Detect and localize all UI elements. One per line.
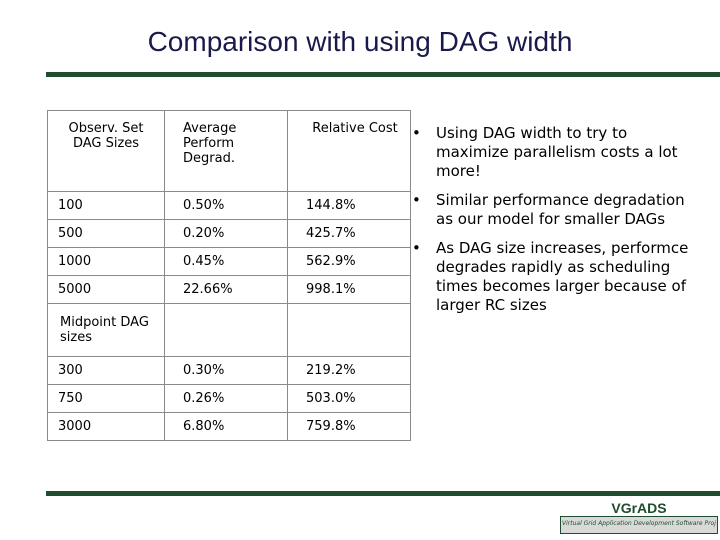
cell-degrad: 22.66%: [164, 275, 288, 304]
cell-dag-size: 750: [47, 384, 165, 413]
cell-degrad: 0.50%: [164, 191, 288, 220]
cell-degrad: 0.30%: [164, 356, 288, 385]
vgrads-logo: VGrADS Virtual Grid Application Developm…: [560, 498, 718, 536]
cell-cost: 425.7%: [287, 219, 411, 248]
cell-cost: 144.8%: [287, 191, 411, 220]
slide-title: Comparison with using DAG width: [147, 26, 573, 57]
table-row: 5000 22.66% 998.1%: [47, 275, 411, 304]
bullet-dot: •: [412, 124, 421, 142]
bullet-text: As DAG size increases, performce degrade…: [436, 239, 689, 314]
bullet-item: • Using DAG width to try to maximize par…: [408, 124, 698, 181]
bullet-text: Using DAG width to try to maximize paral…: [436, 124, 678, 180]
table-row: 3000 6.80% 759.8%: [47, 412, 411, 441]
comparison-table: Observ. Set DAG Sizes Average Perform De…: [47, 110, 411, 441]
table-row: 500 0.20% 425.7%: [47, 219, 411, 248]
header-perform-degrad: Average Perform Degrad.: [164, 110, 288, 192]
top-rule: [46, 72, 720, 77]
bullet-item: • As DAG size increases, performce degra…: [408, 239, 698, 315]
cell-degrad: 0.26%: [164, 384, 288, 413]
bullet-item: • Similar performance degradation as our…: [408, 191, 698, 229]
bullet-list: • Using DAG width to try to maximize par…: [408, 124, 698, 325]
bullet-dot: •: [412, 239, 421, 257]
bullet-dot: •: [412, 191, 421, 209]
header-dag-sizes: Observ. Set DAG Sizes: [47, 110, 165, 192]
midpoint-label: Midpoint DAG sizes: [47, 303, 165, 357]
empty-cell: [287, 303, 411, 357]
cell-cost: 759.8%: [287, 412, 411, 441]
logo-wordmark: VGrADS: [611, 500, 667, 516]
cell-cost: 562.9%: [287, 247, 411, 276]
cell-degrad: 0.45%: [164, 247, 288, 276]
bottom-rule: [46, 491, 720, 496]
cell-cost: 503.0%: [287, 384, 411, 413]
table-row: 300 0.30% 219.2%: [47, 356, 411, 385]
midpoint-section-row: Midpoint DAG sizes: [47, 303, 411, 357]
cell-dag-size: 5000: [47, 275, 165, 304]
cell-dag-size: 1000: [47, 247, 165, 276]
table-header-row: Observ. Set DAG Sizes Average Perform De…: [47, 110, 411, 192]
cell-degrad: 6.80%: [164, 412, 288, 441]
table-row: 100 0.50% 144.8%: [47, 191, 411, 220]
cell-dag-size: 500: [47, 219, 165, 248]
logo-bar: [560, 516, 718, 534]
empty-cell: [164, 303, 288, 357]
logo-subtitle: Virtual Grid Application Development Sof…: [562, 520, 716, 527]
header-relative-cost: Relative Cost: [287, 110, 411, 192]
cell-degrad: 0.20%: [164, 219, 288, 248]
cell-dag-size: 300: [47, 356, 165, 385]
cell-dag-size: 3000: [47, 412, 165, 441]
table-row: 1000 0.45% 562.9%: [47, 247, 411, 276]
cell-dag-size: 100: [47, 191, 165, 220]
cell-cost: 998.1%: [287, 275, 411, 304]
cell-cost: 219.2%: [287, 356, 411, 385]
bullet-text: Similar performance degradation as our m…: [436, 191, 685, 228]
table-row: 750 0.26% 503.0%: [47, 384, 411, 413]
